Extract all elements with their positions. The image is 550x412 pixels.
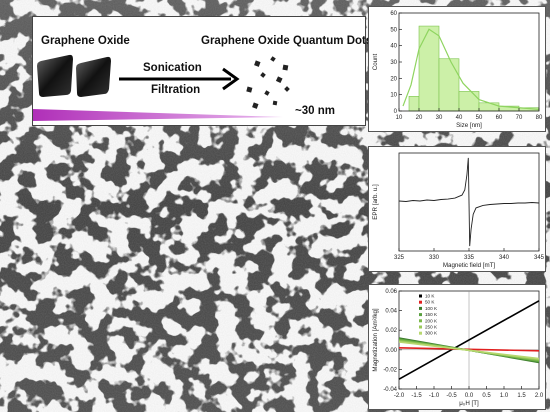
x-tick-label: 325 (394, 255, 405, 261)
y-tick-label: 0 (394, 109, 398, 115)
histogram-bar (418, 25, 440, 112)
y-tick-label: 20 (390, 76, 397, 82)
y-tick-label: 10 (390, 93, 397, 99)
scheme-graphics (33, 54, 290, 121)
x-tick-label: 335 (464, 255, 475, 261)
x-axis-label: μ₀H [T] (459, 400, 479, 407)
histogram-bar (478, 102, 500, 112)
magnetization-series-line (398, 341, 540, 360)
x-tick-label: 60 (496, 115, 503, 121)
x-tick-label: -0.5 (446, 393, 457, 399)
x-tick-label: 30 (436, 115, 443, 121)
y-tick-label: 60 (390, 11, 397, 17)
graphene-oxide-sheets-icon (37, 54, 111, 97)
legend-marker (419, 319, 422, 323)
x-tick-label: 80 (536, 115, 543, 121)
x-tick-label: -1.5 (411, 393, 422, 399)
y-tick-label: 50 (390, 27, 397, 33)
epr-spectrum-panel: 325 330 335 340 345 Magnetic field [mT] EPR [a… (368, 146, 546, 272)
x-axis-label: Size [nm] (456, 122, 482, 129)
y-tick-label: 40 (390, 44, 397, 50)
legend-marker (419, 306, 422, 310)
histogram-bar (438, 58, 460, 112)
x-tick-label: 70 (516, 115, 523, 121)
legend-entry: 250 K (425, 325, 438, 330)
y-tick-label: 0.04 (385, 309, 397, 315)
histogram-bar (458, 91, 480, 112)
x-tick-label: 2.0 (535, 393, 544, 399)
x-tick-label: 0.0 (465, 393, 474, 399)
epr-series-line (398, 157, 540, 247)
x-tick-label: 1.0 (500, 393, 509, 399)
histogram-bar (408, 96, 420, 112)
x-tick-label: -1.0 (429, 393, 440, 399)
legend-entry: 100 K (425, 306, 438, 311)
x-tick-label: 1.5 (517, 393, 526, 399)
x-tick-label: 20 (416, 115, 423, 121)
fit-curve (402, 28, 540, 110)
y-tick-label: 0.00 (385, 348, 397, 354)
x-tick-label: 50 (476, 115, 483, 121)
y-axis-label: Count (372, 53, 379, 70)
x-tick-label: 330 (429, 255, 440, 261)
y-axis-label: EPR [arb. u.] (372, 184, 379, 220)
magnetization-series-line (398, 300, 540, 380)
x-tick-label: 340 (499, 255, 510, 261)
legend-marker (419, 300, 422, 304)
size-label: ~30 nm (295, 105, 335, 117)
filtration-label: Filtration (151, 84, 201, 96)
sonication-label: Sonication (143, 62, 202, 74)
x-tick-label: 345 (534, 255, 545, 261)
x-axis-label: Magnetic field [mT] (443, 262, 496, 269)
y-tick-label: 30 (390, 60, 397, 66)
epr-spectrum-chart: 325 330 335 340 345 Magnetic field [mT] EPR [a… (372, 152, 545, 269)
x-tick-label: 10 (396, 115, 403, 121)
legend-marker (419, 325, 422, 329)
x-tick-label: 0.5 (482, 393, 491, 399)
size-reduction-wedge (33, 109, 283, 121)
legend-entry: 150 K (425, 312, 438, 317)
process-arrow-icon (119, 67, 240, 91)
legend-entry: 10 K (425, 294, 435, 299)
legend-marker (419, 313, 422, 317)
y-tick-label: 0.06 (385, 289, 397, 295)
x-tick-label: -2.0 (394, 393, 405, 399)
y-tick-label: 0.02 (385, 328, 397, 334)
size-histogram-panel: 10 20 30 40 50 60 70 80 0 10 20 30 40 50 60 Size [nm] Co… (368, 6, 546, 132)
legend-entry: 300 K (425, 331, 438, 336)
legend-entry: 50 K (425, 300, 435, 305)
y-tick-label: -0.02 (383, 367, 397, 373)
magnetization-panel: 10 K 50 K 100 K 150 K 200 K 250 K 300 K -2.0 -1.… (368, 284, 546, 410)
legend-marker (419, 331, 422, 335)
y-tick-label: -0.04 (383, 387, 397, 393)
magnetization-series-line (398, 347, 540, 352)
y-axis-label: Magnetization [Am²/kg] (372, 308, 379, 372)
quantum-dots-icon (246, 56, 290, 109)
x-tick-label: 40 (456, 115, 463, 121)
graphene-oxide-quantum-dots-label: Graphene Oxide Quantum Dots (201, 35, 373, 47)
legend-marker (419, 294, 422, 298)
legend-entry: 200 K (425, 318, 438, 323)
synthesis-scheme: Graphene Oxide Graphene Oxide Quantum Do… (32, 16, 372, 126)
graphene-oxide-label: Graphene Oxide (41, 35, 130, 47)
